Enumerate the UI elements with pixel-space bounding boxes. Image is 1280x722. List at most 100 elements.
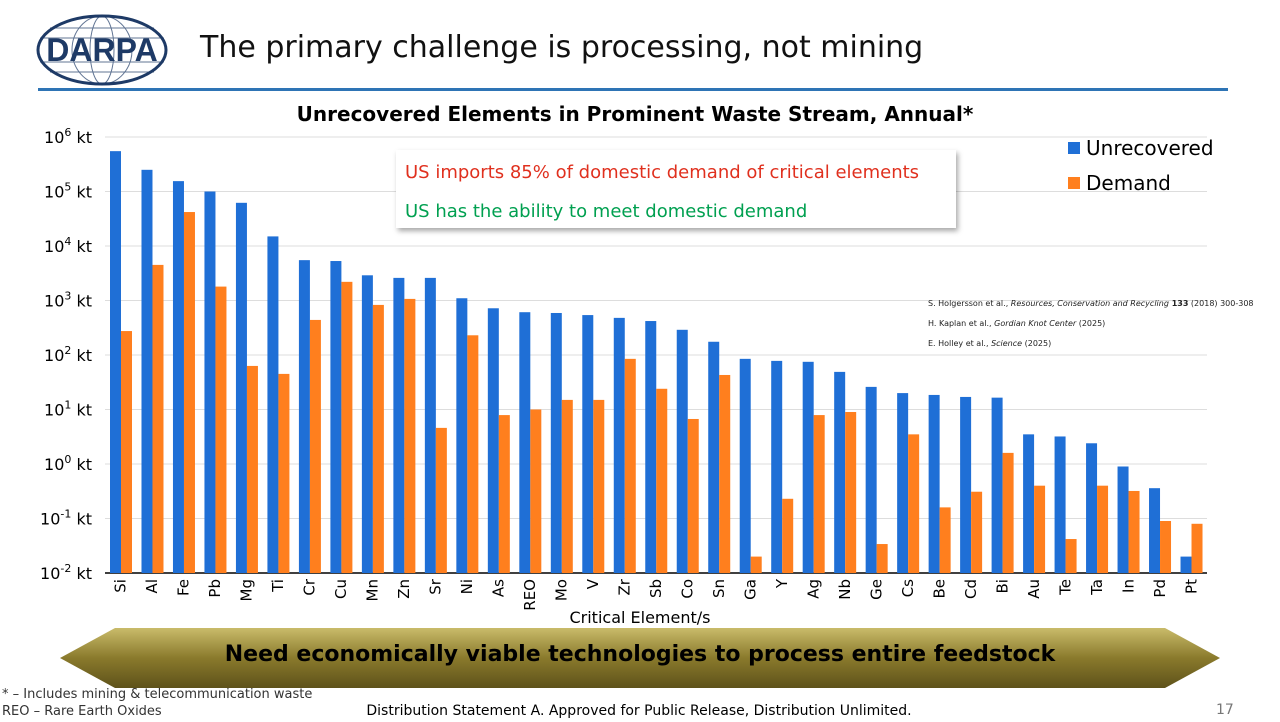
bar-unrecovered-zn — [393, 277, 405, 573]
x-tick-label: Cd — [962, 579, 980, 599]
bar-unrecovered-bi — [991, 397, 1003, 573]
x-tick-label: Pb — [206, 579, 224, 598]
y-tick-label: 10-2 kt — [40, 562, 92, 583]
x-tick-label: Al — [143, 579, 161, 593]
bar-unrecovered-al — [141, 169, 153, 574]
bar-demand-sb — [656, 388, 668, 573]
bar-unrecovered-si — [110, 151, 121, 573]
chart-title: Unrecovered Elements in Prominent Waste … — [296, 102, 974, 126]
bar-demand-te — [1065, 539, 1077, 573]
x-tick-label: Bi — [993, 579, 1011, 593]
callout-line-imports: US imports 85% of domestic demand of cri… — [405, 162, 920, 183]
x-tick-label: Zr — [616, 578, 634, 595]
citation-authors: H. Kaplan et al., — [928, 319, 995, 328]
x-tick-label: Zn — [395, 579, 413, 599]
y-tick-label: 103 kt — [44, 290, 92, 311]
bar-demand-ni — [467, 335, 479, 573]
y-tick-label: 100 kt — [44, 453, 92, 474]
x-tick-label: Co — [678, 579, 696, 599]
citation-authors: E. Holley et al., — [928, 339, 992, 348]
bar-demand-pd — [1160, 520, 1172, 573]
bar-unrecovered-ag — [802, 361, 814, 573]
bar-unrecovered-mg — [235, 202, 247, 574]
x-tick-label: As — [490, 579, 508, 597]
bar-unrecovered-cd — [960, 396, 972, 573]
citation-source: Science — [991, 339, 1023, 348]
x-tick-label: Mo — [553, 579, 571, 601]
bar-unrecovered-in — [1117, 466, 1129, 573]
x-tick-label: Mg — [238, 579, 256, 601]
footnote-reo: REO – Rare Earth Oxides — [2, 704, 162, 719]
bar-unrecovered-pt — [1180, 556, 1192, 573]
bar-demand-al — [152, 264, 164, 573]
bar-demand-cs — [908, 434, 920, 573]
bar-demand-si — [121, 331, 132, 573]
bar-demand-sn — [719, 374, 731, 573]
citation-tail: (2025) — [1022, 339, 1052, 348]
bar-unrecovered-pb — [204, 191, 216, 573]
citation-tail: (2018) 300-308 — [1188, 299, 1254, 308]
bar-demand-mg — [246, 365, 258, 573]
x-tick-label: Ge — [867, 579, 885, 600]
bar-unrecovered-cr — [298, 260, 310, 573]
x-tick-label: Ta — [1088, 579, 1106, 596]
slide-title: The primary challenge is processing, not… — [200, 30, 924, 65]
bar-unrecovered-cs — [897, 393, 909, 573]
bar-unrecovered-mn — [361, 275, 373, 573]
bar-unrecovered-nb — [834, 371, 846, 573]
bar-unrecovered-co — [676, 329, 688, 573]
bar-demand-as — [498, 415, 510, 573]
banner-arrow — [60, 628, 1220, 688]
x-tick-label: Pd — [1151, 579, 1169, 598]
x-tick-label: In — [1119, 579, 1137, 593]
bar-unrecovered-zr — [613, 317, 625, 573]
title-divider — [38, 88, 1228, 91]
bar-demand-nb — [845, 411, 857, 573]
x-tick-label: Ag — [804, 579, 822, 599]
bar-unrecovered-te — [1054, 436, 1066, 573]
x-tick-label: Y — [773, 578, 791, 589]
citation-source: Resources, Conservation and Recycling — [1010, 299, 1169, 308]
bar-unrecovered-pd — [1149, 488, 1161, 573]
x-tick-label: Ni — [458, 579, 476, 594]
bar-demand-mn — [372, 304, 384, 573]
x-tick-label: Cu — [332, 579, 350, 599]
bar-demand-reo — [530, 409, 542, 573]
bar-unrecovered-ni — [456, 298, 468, 573]
x-tick-label: Mn — [364, 579, 382, 601]
x-tick-label: Nb — [836, 579, 854, 600]
bar-demand-cd — [971, 491, 983, 573]
bar-demand-cr — [309, 319, 321, 573]
x-tick-label: V — [584, 578, 602, 589]
citation-tail: (2025) — [1076, 319, 1106, 328]
y-tick-label: 10-1 kt — [40, 508, 92, 529]
citation: H. Kaplan et al., Gordian Knot Center (2… — [928, 319, 1105, 328]
footnote-waste: * – Includes mining & telecommunication … — [2, 687, 313, 702]
x-tick-label: Au — [1025, 579, 1043, 599]
citation-extra: 133 — [1168, 299, 1189, 308]
legend-swatch-unrecovered — [1068, 142, 1080, 154]
bar-unrecovered-ga — [739, 358, 751, 573]
bar-unrecovered-fe — [172, 181, 184, 573]
bar-demand-au — [1034, 485, 1046, 573]
svg-text:DARPA: DARPA — [46, 32, 157, 68]
x-tick-label: Ga — [741, 579, 759, 600]
x-tick-label: Fe — [175, 579, 193, 596]
citation: E. Holley et al., Science (2025) — [928, 339, 1051, 348]
bar-unrecovered-mo — [550, 312, 562, 573]
y-tick-label: 101 kt — [44, 399, 92, 420]
callout-box: US imports 85% of domestic demand of cri… — [396, 150, 956, 228]
x-tick-label: Sb — [647, 579, 665, 598]
legend-label-unrecovered: Unrecovered — [1086, 136, 1214, 160]
bar-demand-mo — [561, 399, 573, 573]
distribution-statement: Distribution Statement A. Approved for P… — [366, 703, 912, 719]
x-tick-label: Sr — [427, 578, 445, 595]
legend-swatch-demand — [1068, 177, 1080, 189]
bar-unrecovered-y — [771, 360, 783, 573]
x-tick-label: Si — [112, 579, 130, 593]
bar-demand-in — [1128, 490, 1140, 573]
y-tick-label: 105 kt — [44, 181, 92, 202]
x-tick-label: Cs — [899, 579, 917, 597]
y-tick-label: 104 kt — [44, 235, 92, 256]
bar-unrecovered-cu — [330, 261, 342, 573]
